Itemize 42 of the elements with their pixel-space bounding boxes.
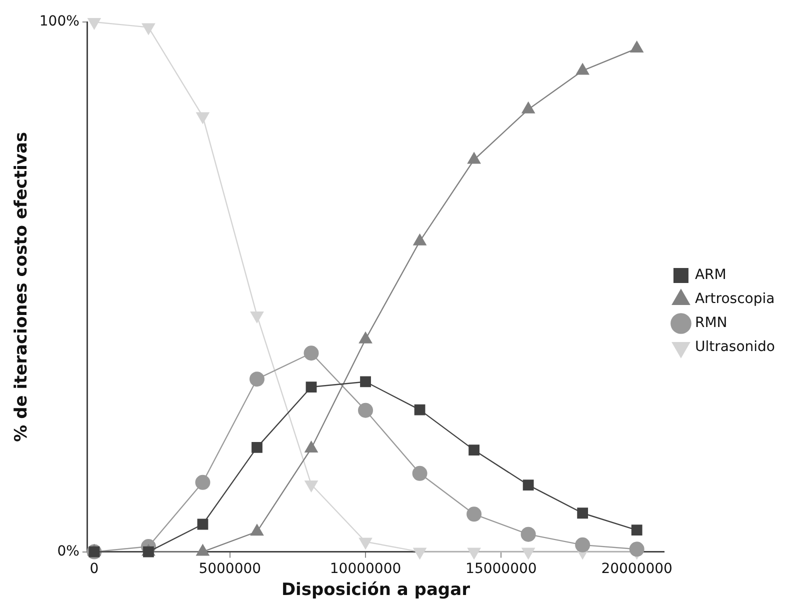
point (412, 466, 428, 481)
point (413, 234, 426, 246)
point (466, 506, 482, 522)
y-axis-title: % de iteraciones costo efectivas (12, 132, 32, 442)
point (358, 402, 374, 418)
point (468, 444, 480, 456)
x-axis-title: Disposición a pagar (281, 580, 471, 600)
x-tick-label: 20000000 (601, 560, 672, 577)
point (522, 480, 534, 490)
point (358, 332, 372, 344)
point (358, 538, 372, 550)
point (249, 372, 264, 387)
legend-label: Artroscopia (694, 291, 775, 308)
point (631, 524, 642, 536)
y-tick-label: 100% (39, 14, 80, 30)
x-tick-label: 0 (90, 560, 99, 577)
y-tick-label: 0% (57, 543, 80, 560)
point (143, 546, 154, 558)
point (306, 382, 317, 392)
legend-label: ARM (694, 267, 726, 284)
point (467, 548, 481, 560)
point (576, 63, 590, 75)
point (522, 102, 535, 114)
point (522, 548, 535, 560)
x-tick-label: 15000000 (466, 560, 537, 577)
point (195, 474, 210, 490)
point (520, 526, 536, 542)
point (252, 442, 262, 453)
point (630, 40, 644, 52)
point (197, 518, 208, 530)
point (467, 152, 481, 164)
x-tick-label: 5000000 (198, 560, 262, 577)
point (577, 508, 588, 519)
point (360, 376, 371, 388)
legend-label: Ultrasonido (694, 339, 776, 356)
point (304, 346, 319, 361)
point (629, 542, 644, 557)
x-tick-label: 10000000 (330, 560, 402, 577)
point (413, 548, 426, 560)
point (414, 404, 426, 416)
legend-label: RMN (694, 315, 728, 332)
point (575, 537, 590, 552)
